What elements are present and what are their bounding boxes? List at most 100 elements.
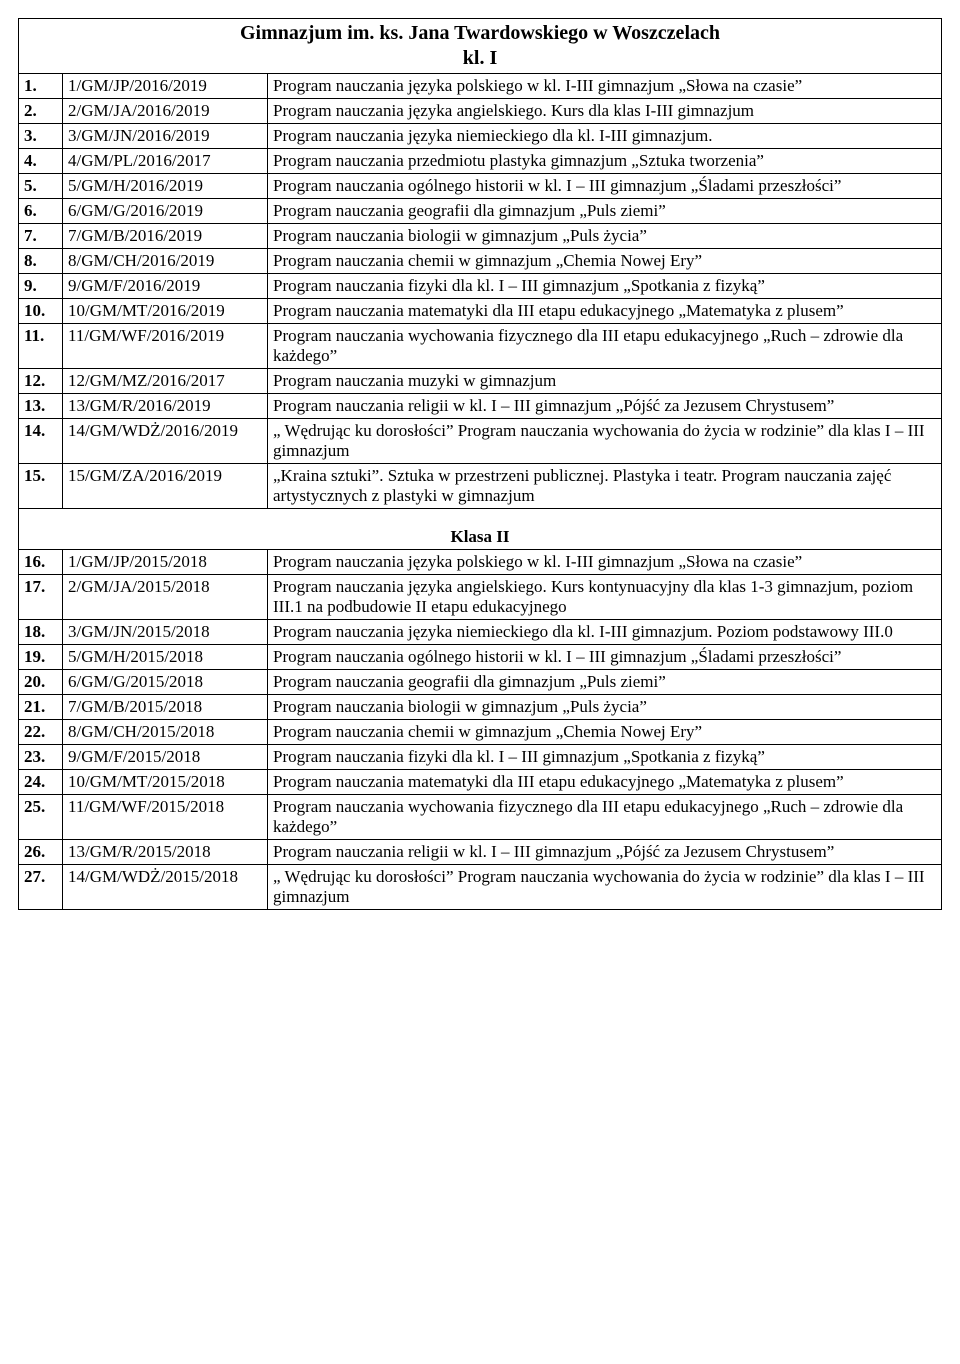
row-number: 15. [19,464,63,509]
program-code: 13/GM/R/2016/2019 [63,394,268,419]
row-number: 18. [19,620,63,645]
document-title: Gimnazjum im. ks. Jana Twardowskiego w W… [19,19,942,74]
table-row: 16.1/GM/JP/2015/2018Program nauczania ję… [19,550,942,575]
table-row: 22.8/GM/CH/2015/2018Program nauczania ch… [19,720,942,745]
program-code: 9/GM/F/2015/2018 [63,745,268,770]
program-description: Program nauczania języka angielskiego. K… [268,99,942,124]
program-code: 7/GM/B/2015/2018 [63,695,268,720]
table-row: 12.12/GM/MZ/2016/2017Program nauczania m… [19,369,942,394]
program-description: Program nauczania fizyki dla kl. I – III… [268,274,942,299]
program-code: 13/GM/R/2015/2018 [63,840,268,865]
row-number: 6. [19,199,63,224]
program-code: 12/GM/MZ/2016/2017 [63,369,268,394]
program-code: 11/GM/WF/2016/2019 [63,324,268,369]
row-number: 27. [19,865,63,910]
program-code: 3/GM/JN/2016/2019 [63,124,268,149]
program-code: 2/GM/JA/2015/2018 [63,575,268,620]
program-description: Program nauczania języka polskiego w kl.… [268,550,942,575]
section-row: Klasa II [19,509,942,550]
row-number: 14. [19,419,63,464]
row-number: 23. [19,745,63,770]
program-description: Program nauczania języka niemieckiego dl… [268,124,942,149]
program-table: Gimnazjum im. ks. Jana Twardowskiego w W… [18,18,942,910]
program-code: 1/GM/JP/2015/2018 [63,550,268,575]
program-code: 10/GM/MT/2015/2018 [63,770,268,795]
program-code: 4/GM/PL/2016/2017 [63,149,268,174]
program-description: Program nauczania muzyki w gimnazjum [268,369,942,394]
program-code: 7/GM/B/2016/2019 [63,224,268,249]
row-number: 3. [19,124,63,149]
row-number: 16. [19,550,63,575]
program-code: 6/GM/G/2016/2019 [63,199,268,224]
program-code: 6/GM/G/2015/2018 [63,670,268,695]
table-row: 25.11/GM/WF/2015/2018Program nauczania w… [19,795,942,840]
section-title: Klasa II [19,509,942,550]
table-row: 18.3/GM/JN/2015/2018Program nauczania ję… [19,620,942,645]
table-row: 23.9/GM/F/2015/2018Program nauczania fiz… [19,745,942,770]
program-code: 14/GM/WDŻ/2016/2019 [63,419,268,464]
program-description: „Kraina sztuki”. Sztuka w przestrzeni pu… [268,464,942,509]
program-description: Program nauczania biologii w gimnazjum „… [268,695,942,720]
row-number: 21. [19,695,63,720]
table-row: 2.2/GM/JA/2016/2019Program nauczania jęz… [19,99,942,124]
row-number: 22. [19,720,63,745]
row-number: 13. [19,394,63,419]
program-code: 11/GM/WF/2015/2018 [63,795,268,840]
program-code: 5/GM/H/2015/2018 [63,645,268,670]
title-row: Gimnazjum im. ks. Jana Twardowskiego w W… [19,19,942,74]
row-number: 10. [19,299,63,324]
program-description: Program nauczania geografii dla gimnazju… [268,199,942,224]
row-number: 26. [19,840,63,865]
row-number: 9. [19,274,63,299]
table-row: 5.5/GM/H/2016/2019Program nauczania ogól… [19,174,942,199]
row-number: 12. [19,369,63,394]
table-row: 24.10/GM/MT/2015/2018Program nauczania m… [19,770,942,795]
table-row: 17.2/GM/JA/2015/2018Program nauczania ję… [19,575,942,620]
table-row: 8.8/GM/CH/2016/2019Program nauczania che… [19,249,942,274]
table-row: 7.7/GM/B/2016/2019Program nauczania biol… [19,224,942,249]
program-description: Program nauczania ogólnego historii w kl… [268,174,942,199]
program-description: „ Wędrując ku dorosłości” Program naucza… [268,865,942,910]
title-line-2: kl. I [463,47,497,69]
row-number: 5. [19,174,63,199]
program-description: Program nauczania języka angielskiego. K… [268,575,942,620]
program-code: 9/GM/F/2016/2019 [63,274,268,299]
program-code: 2/GM/JA/2016/2019 [63,99,268,124]
program-code: 3/GM/JN/2015/2018 [63,620,268,645]
row-number: 24. [19,770,63,795]
row-number: 17. [19,575,63,620]
program-description: Program nauczania biologii w gimnazjum „… [268,224,942,249]
table-row: 14.14/GM/WDŻ/2016/2019„ Wędrując ku doro… [19,419,942,464]
row-number: 7. [19,224,63,249]
table-row: 4.4/GM/PL/2016/2017Program nauczania prz… [19,149,942,174]
table-row: 6.6/GM/G/2016/2019Program nauczania geog… [19,199,942,224]
row-number: 4. [19,149,63,174]
table-row: 19.5/GM/H/2015/2018Program nauczania ogó… [19,645,942,670]
table-row: 1.1/GM/JP/2016/2019Program nauczania jęz… [19,74,942,99]
row-number: 11. [19,324,63,369]
program-description: Program nauczania fizyki dla kl. I – III… [268,745,942,770]
row-number: 8. [19,249,63,274]
row-number: 25. [19,795,63,840]
program-description: Program nauczania wychowania fizycznego … [268,324,942,369]
row-number: 2. [19,99,63,124]
table-row: 20.6/GM/G/2015/2018Program nauczania geo… [19,670,942,695]
program-code: 1/GM/JP/2016/2019 [63,74,268,99]
program-description: Program nauczania religii w kl. I – III … [268,394,942,419]
table-row: 15.15/GM/ZA/2016/2019„Kraina sztuki”. Sz… [19,464,942,509]
program-description: Program nauczania chemii w gimnazjum „Ch… [268,720,942,745]
table-row: 9.9/GM/F/2016/2019Program nauczania fizy… [19,274,942,299]
program-description: Program nauczania wychowania fizycznego … [268,795,942,840]
program-code: 8/GM/CH/2016/2019 [63,249,268,274]
program-description: Program nauczania języka niemieckiego dl… [268,620,942,645]
table-row: 13.13/GM/R/2016/2019Program nauczania re… [19,394,942,419]
program-code: 15/GM/ZA/2016/2019 [63,464,268,509]
program-description: „ Wędrując ku dorosłości” Program naucza… [268,419,942,464]
program-description: Program nauczania przedmiotu plastyka gi… [268,149,942,174]
row-number: 20. [19,670,63,695]
program-description: Program nauczania ogólnego historii w kl… [268,645,942,670]
table-row: 26.13/GM/R/2015/2018Program nauczania re… [19,840,942,865]
row-number: 19. [19,645,63,670]
program-code: 5/GM/H/2016/2019 [63,174,268,199]
program-code: 8/GM/CH/2015/2018 [63,720,268,745]
